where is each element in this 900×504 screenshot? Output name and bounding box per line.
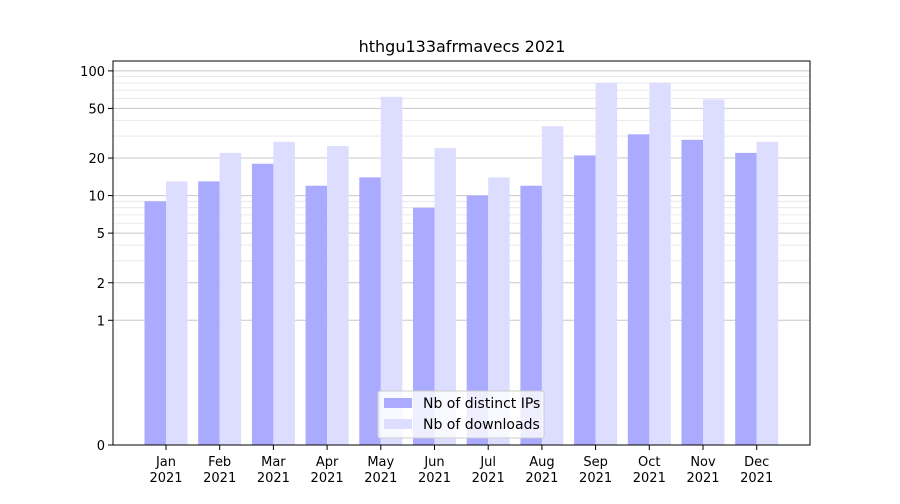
- x-tick-label-line: Aug: [529, 455, 554, 470]
- bar-distinct-ips: [681, 139, 703, 445]
- x-tick-label-line: Feb: [208, 455, 231, 470]
- bar-distinct-ips: [144, 201, 166, 445]
- y-tick-label: 10: [88, 190, 105, 205]
- x-tick-label-line: Dec: [744, 455, 769, 470]
- bar-distinct-ips: [305, 185, 328, 445]
- x-tick-label-line: 2021: [633, 471, 666, 486]
- y-tick-label: 5: [97, 227, 105, 242]
- x-tick-label: Mar 2021: [257, 455, 290, 486]
- x-tick-label-line: Apr: [316, 455, 339, 470]
- bar-downloads: [595, 82, 618, 445]
- legend-swatch-distinct-ips: [384, 398, 412, 408]
- x-tick-label-line: Oct: [638, 455, 660, 470]
- bar-distinct-ips: [574, 155, 596, 445]
- bar-distinct-ips: [627, 134, 650, 445]
- x-tick-label: Oct 2021: [633, 455, 666, 486]
- x-tick-label-line: 2021: [364, 471, 397, 486]
- x-tick-label: Dec 2021: [740, 455, 773, 486]
- x-tick-label: Jul 2021: [472, 455, 505, 486]
- chart-title: hthgu133afrmavecs 2021: [359, 37, 566, 56]
- x-tick-label: Nov 2021: [686, 455, 719, 486]
- bar-distinct-ips: [359, 177, 381, 445]
- bar-downloads: [649, 82, 671, 445]
- y-axis: 0 1 2 5 10 20 50 100: [80, 65, 113, 454]
- legend: Nb of distinct IPs Nb of downloads: [377, 390, 545, 439]
- x-tick-label-line: 2021: [203, 471, 236, 486]
- x-tick-label: Sep 2021: [579, 455, 612, 486]
- x-tick-label-line: Jul: [479, 455, 496, 470]
- x-tick-label-line: 2021: [311, 471, 344, 486]
- legend-swatch-downloads: [384, 419, 412, 429]
- legend-box: [377, 390, 545, 439]
- x-tick-label-line: Nov: [690, 455, 716, 470]
- x-tick-label-line: 2021: [149, 471, 182, 486]
- legend-label-downloads: Nb of downloads: [423, 417, 540, 433]
- x-tick-label-line: 2021: [686, 471, 719, 486]
- x-tick-label: Aug 2021: [525, 455, 558, 486]
- bar-distinct-ips: [735, 152, 757, 445]
- bar-downloads: [756, 141, 779, 445]
- x-tick-label-line: 2021: [740, 471, 773, 486]
- legend-label-distinct-ips: Nb of distinct IPs: [423, 396, 540, 412]
- bar-downloads: [541, 126, 564, 446]
- bar-distinct-ips: [520, 185, 542, 445]
- bar-downloads: [434, 148, 456, 445]
- x-tick-label: Apr 2021: [311, 455, 344, 486]
- bar-downloads: [703, 99, 725, 446]
- bar-downloads: [488, 177, 510, 445]
- bar-downloads: [219, 152, 242, 445]
- bars-layer: [144, 82, 779, 446]
- x-tick-label-line: 2021: [257, 471, 290, 486]
- x-tick-label-line: Jun: [423, 455, 444, 470]
- x-tick-label-line: May: [367, 455, 394, 470]
- y-tick-label: 2: [97, 277, 105, 292]
- y-tick-label: 0: [97, 439, 105, 454]
- y-tick-label: 100: [80, 65, 105, 80]
- bar-downloads: [380, 96, 403, 446]
- bar-downloads: [166, 181, 188, 445]
- y-tick-label: 20: [88, 152, 105, 167]
- y-tick-label: 1: [97, 314, 105, 329]
- bar-distinct-ips: [466, 195, 489, 445]
- plot-frame: [112, 60, 811, 446]
- x-tick-label-line: Jan: [155, 455, 176, 470]
- bar-distinct-ips: [413, 207, 435, 445]
- x-tick-label-line: Mar: [261, 455, 286, 470]
- bar-downloads: [273, 141, 295, 445]
- x-tick-label-line: 2021: [525, 471, 558, 486]
- x-tick-label-line: 2021: [579, 471, 612, 486]
- bar-distinct-ips: [198, 181, 220, 445]
- x-tick-label-line: Sep: [583, 455, 608, 470]
- x-tick-label: Jan 2021: [149, 455, 182, 486]
- x-tick-label: Feb 2021: [203, 455, 236, 486]
- y-tick-label: 50: [88, 102, 105, 117]
- x-tick-label: Jun 2021: [418, 455, 451, 486]
- bar-downloads: [327, 145, 349, 446]
- x-tick-label-line: 2021: [418, 471, 451, 486]
- x-tick-label-line: 2021: [472, 471, 505, 486]
- bar-distinct-ips: [251, 163, 274, 445]
- x-tick-label: May 2021: [364, 455, 397, 486]
